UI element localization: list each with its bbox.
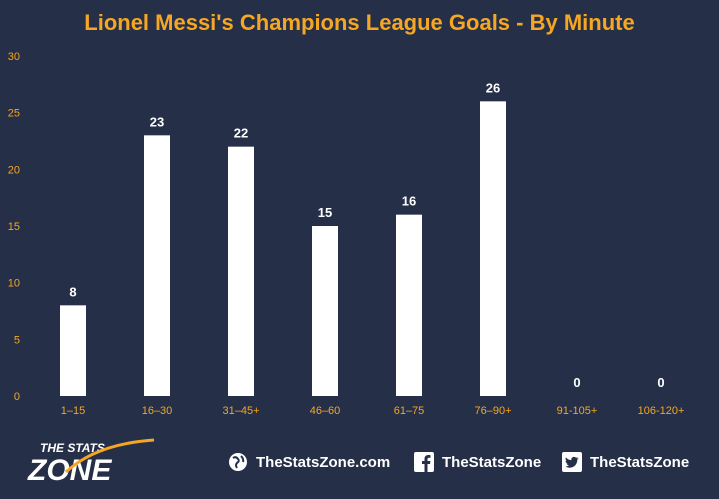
facebook-link[interactable]: TheStatsZone xyxy=(414,452,541,472)
data-label: 0 xyxy=(573,375,580,390)
twitter-label: TheStatsZone xyxy=(590,453,690,471)
y-tick-label: 0 xyxy=(14,391,20,403)
bar xyxy=(480,101,506,396)
bar xyxy=(312,226,338,396)
y-tick-label: 10 xyxy=(8,278,20,290)
x-tick-label: 91-105+ xyxy=(557,405,598,417)
facebook-label: TheStatsZone xyxy=(442,453,542,471)
x-tick-label: 31–45+ xyxy=(222,405,259,417)
bars-group xyxy=(60,101,506,397)
y-tick-label: 5 xyxy=(14,334,20,346)
x-tick-label: 1–15 xyxy=(61,405,85,417)
data-label: 26 xyxy=(486,80,500,95)
globe-icon xyxy=(229,453,247,471)
x-tick-label: 46–60 xyxy=(310,405,341,417)
x-tick-label: 106-120+ xyxy=(638,405,685,417)
y-tick-label: 25 xyxy=(8,108,20,120)
x-tick-label: 61–75 xyxy=(394,405,425,417)
data-label: 16 xyxy=(402,194,416,209)
data-labels-group: 8 23 22 15 16 26 0 0 xyxy=(69,80,664,390)
data-label: 23 xyxy=(150,114,164,129)
data-label: 22 xyxy=(234,126,248,141)
chart-title: Lionel Messi's Champions League Goals - … xyxy=(84,10,635,35)
twitter-icon xyxy=(562,452,582,472)
bar xyxy=(396,214,422,396)
facebook-icon xyxy=(414,452,434,472)
x-axis: 1–15 16–30 31–45+ 46–60 61–75 76–90+ 91-105+ 10… xyxy=(61,405,685,417)
bar-chart: 0 5 10 15 20 25 30 8 23 22 15 16 26 0 0 1–15 16–30 31–4… xyxy=(8,51,685,417)
y-tick-label: 15 xyxy=(8,221,20,233)
data-label: 15 xyxy=(318,205,332,220)
the-stats-zone-logo: THE STATS ZONE xyxy=(27,438,155,487)
footer: THE STATS ZONE TheStatsZone.com TheStats… xyxy=(0,430,719,499)
twitter-link[interactable]: TheStatsZone xyxy=(562,452,689,472)
y-axis: 0 5 10 15 20 25 30 xyxy=(8,51,20,403)
bar xyxy=(144,135,170,397)
x-tick-label: 16–30 xyxy=(142,405,173,417)
website-link[interactable]: TheStatsZone.com xyxy=(228,452,390,472)
y-tick-label: 30 xyxy=(8,51,20,63)
website-label: TheStatsZone.com xyxy=(256,453,391,471)
data-label: 8 xyxy=(69,284,76,299)
bar xyxy=(60,305,86,396)
y-tick-label: 20 xyxy=(8,164,20,176)
x-tick-label: 76–90+ xyxy=(474,405,511,417)
logo-text-top: THE STATS xyxy=(40,441,105,455)
bar xyxy=(228,146,254,396)
data-label: 0 xyxy=(657,375,664,390)
logo-swoosh xyxy=(64,438,155,474)
